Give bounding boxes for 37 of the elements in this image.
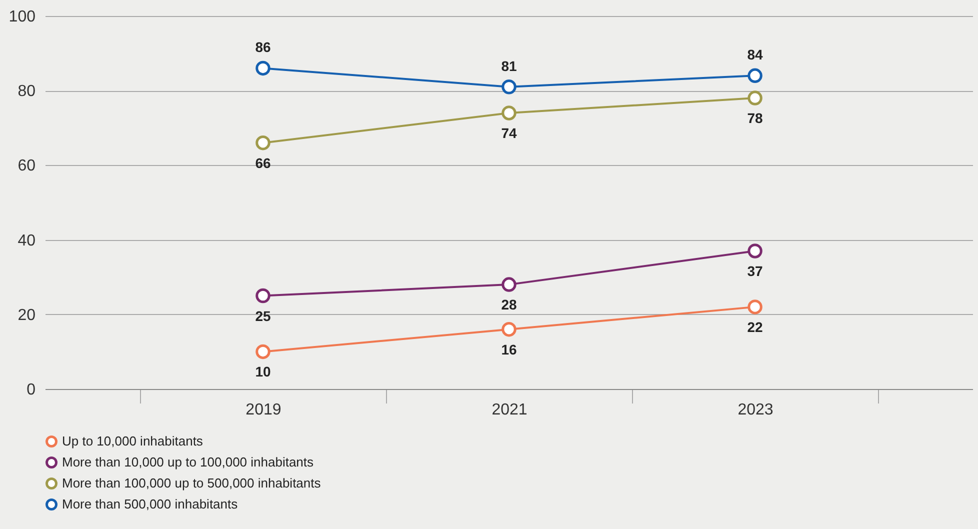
data-label: 28: [501, 296, 517, 313]
data-label: 81: [501, 58, 517, 74]
point: [502, 80, 516, 94]
data-label: 66: [255, 154, 271, 171]
data-label: 16: [501, 341, 517, 358]
x-tick-label: 2023: [738, 402, 774, 418]
point: [748, 300, 762, 314]
point: [256, 288, 270, 304]
point: [748, 244, 762, 258]
point: [502, 106, 516, 120]
point: [748, 68, 762, 84]
y-tick-label: 20: [18, 306, 36, 324]
y-tick-label: 80: [18, 83, 36, 100]
x-tick-label: 2021: [492, 402, 528, 418]
point: [256, 344, 270, 360]
legend-label: Up to 10,000 inhabitants: [62, 434, 204, 448]
point: [502, 277, 516, 292]
data-label: 74: [501, 124, 517, 141]
y-tick-label: 40: [18, 232, 36, 250]
data-label: 84: [747, 46, 764, 63]
data-label: 78: [747, 110, 764, 126]
data-label: 10: [255, 364, 271, 380]
point: [502, 322, 516, 337]
data-label: 25: [255, 308, 271, 324]
x-tick-label: 2019: [246, 402, 282, 418]
point: [256, 60, 270, 76]
point: [748, 90, 762, 106]
data-label: 37: [747, 262, 764, 279]
y-tick-label: 60: [18, 158, 36, 175]
point: [256, 135, 270, 150]
legend-label: More than 10,000 up to 100,000 inhabitants: [62, 454, 314, 470]
y-tick-label: 0: [26, 382, 36, 398]
data-label: 22: [747, 318, 764, 335]
data-label: 86: [255, 39, 271, 56]
legend-label: More than 100,000 up to 500,000 inhabitants: [62, 476, 322, 490]
y-tick-label: 100: [8, 8, 36, 26]
legend-label: More than 500,000 inhabitants: [62, 496, 238, 512]
